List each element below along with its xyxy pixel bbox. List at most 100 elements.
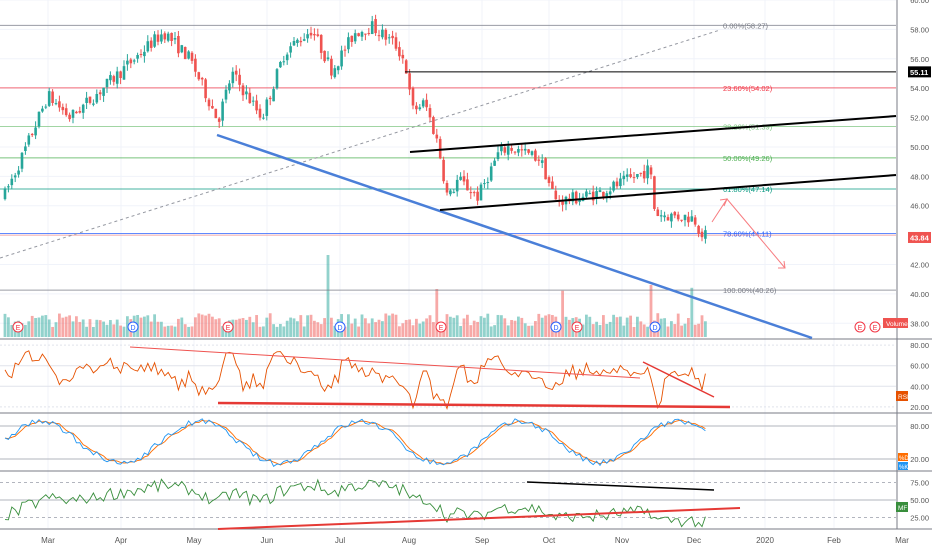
volume-bar bbox=[258, 326, 262, 337]
volume-bar bbox=[398, 326, 401, 337]
dividend-marker[interactable] bbox=[550, 321, 562, 333]
volume-bar bbox=[47, 319, 51, 337]
volume-bar bbox=[622, 325, 626, 337]
volume-bar bbox=[411, 325, 415, 337]
channel-lower-line[interactable] bbox=[439, 174, 897, 211]
volume-bar bbox=[568, 319, 571, 337]
volume-bar bbox=[92, 326, 95, 337]
volume-badge: Volume bbox=[886, 321, 908, 328]
candle-body bbox=[493, 160, 496, 166]
earnings-marker[interactable] bbox=[869, 321, 881, 333]
candle-body bbox=[401, 54, 405, 59]
volume-bar bbox=[374, 322, 377, 337]
time-axis[interactable]: Mar Apr May Jun Jul Aug Sep Oct Nov Dec 2020 Feb Mar bbox=[41, 536, 909, 545]
candle-body bbox=[500, 146, 503, 152]
candle-body bbox=[262, 117, 265, 119]
volume-bar bbox=[211, 316, 214, 337]
candle-body bbox=[561, 201, 564, 205]
volume-bar bbox=[472, 320, 476, 337]
earnings-marker[interactable] bbox=[12, 321, 24, 333]
candle-body bbox=[136, 55, 139, 59]
candle-body bbox=[248, 92, 252, 104]
trendline-drawings[interactable] bbox=[216, 71, 897, 340]
stoch-k-badge-bg bbox=[898, 462, 908, 470]
rsi-trend-line[interactable] bbox=[642, 361, 715, 398]
candle-body bbox=[10, 178, 14, 186]
candle-body bbox=[551, 181, 554, 189]
fib-level-label: 61.80%(47.14) bbox=[723, 185, 773, 194]
candle-body bbox=[234, 70, 238, 75]
dividend-marker[interactable] bbox=[127, 321, 139, 333]
candle-body bbox=[428, 108, 432, 118]
time-tick-label: Feb bbox=[827, 536, 841, 545]
candle-body bbox=[588, 193, 592, 195]
time-tick-label: Mar bbox=[895, 536, 909, 545]
candle-body bbox=[547, 177, 551, 183]
volume-bar bbox=[503, 318, 507, 337]
candle-body bbox=[265, 99, 269, 116]
volume-bar bbox=[170, 325, 173, 337]
rsi-support-line[interactable] bbox=[217, 401, 731, 409]
mfi-resistance-line[interactable] bbox=[526, 481, 715, 491]
candle-body bbox=[523, 148, 527, 151]
candle-body bbox=[170, 32, 173, 41]
volume-bar bbox=[275, 326, 279, 337]
volume-bar bbox=[245, 319, 248, 337]
candle-body bbox=[571, 192, 575, 202]
candle-body bbox=[122, 66, 126, 80]
candle-body bbox=[333, 68, 337, 78]
rsi-divergence-line[interactable] bbox=[129, 346, 641, 379]
volume-bar bbox=[608, 321, 612, 337]
event-marker-label: E bbox=[16, 325, 21, 332]
channel-upper-line[interactable] bbox=[409, 115, 897, 153]
volume-bar bbox=[595, 321, 598, 337]
candle-body bbox=[656, 209, 660, 217]
earnings-marker[interactable] bbox=[854, 321, 866, 333]
volume-bar bbox=[394, 314, 398, 337]
candle-body bbox=[381, 29, 384, 38]
volume-bar bbox=[85, 326, 88, 337]
earnings-marker[interactable] bbox=[435, 321, 447, 333]
earnings-marker[interactable] bbox=[571, 321, 583, 333]
candle-body bbox=[676, 214, 680, 220]
candle-body bbox=[132, 60, 136, 62]
candle-body bbox=[221, 101, 224, 121]
candle-body bbox=[180, 45, 184, 53]
volume-bar bbox=[37, 317, 41, 337]
volume-bar bbox=[381, 321, 384, 337]
candle-body bbox=[619, 178, 622, 187]
volume-bar bbox=[370, 318, 374, 337]
rsi-tick-label: 80.00 bbox=[910, 341, 929, 350]
volume-bar bbox=[319, 324, 323, 337]
dividend-marker[interactable] bbox=[334, 321, 346, 333]
earnings-marker[interactable] bbox=[222, 321, 234, 333]
volume-bar bbox=[187, 326, 190, 337]
candle-body bbox=[319, 34, 323, 53]
mfi-support-line[interactable] bbox=[217, 507, 741, 530]
volume-bar bbox=[506, 325, 510, 337]
volume-bar bbox=[632, 326, 636, 337]
candle-body bbox=[3, 188, 7, 200]
fib-level-label: 0.00%(58.27) bbox=[723, 21, 769, 30]
candle-body bbox=[496, 152, 500, 160]
volume-bar bbox=[588, 316, 592, 337]
volume-bar bbox=[496, 314, 500, 337]
stoch-k-badge: %K bbox=[899, 465, 908, 471]
dividend-marker[interactable] bbox=[649, 321, 661, 333]
blue-downtrend-line[interactable] bbox=[216, 133, 813, 340]
candle-body bbox=[347, 37, 350, 50]
candle-body bbox=[34, 127, 37, 136]
event-marker-label: E bbox=[439, 325, 444, 332]
candle-body bbox=[411, 87, 415, 106]
volume-bar bbox=[54, 322, 58, 337]
volume-bar bbox=[534, 321, 537, 337]
event-marker-label: D bbox=[130, 325, 135, 332]
candle-body bbox=[646, 165, 649, 179]
candle-body bbox=[622, 175, 626, 180]
price-axis[interactable]: 38.0040.0042.0044.0046.0048.0050.0052.00… bbox=[883, 0, 931, 328]
candle-body bbox=[659, 215, 663, 217]
volume-bar bbox=[517, 316, 520, 337]
